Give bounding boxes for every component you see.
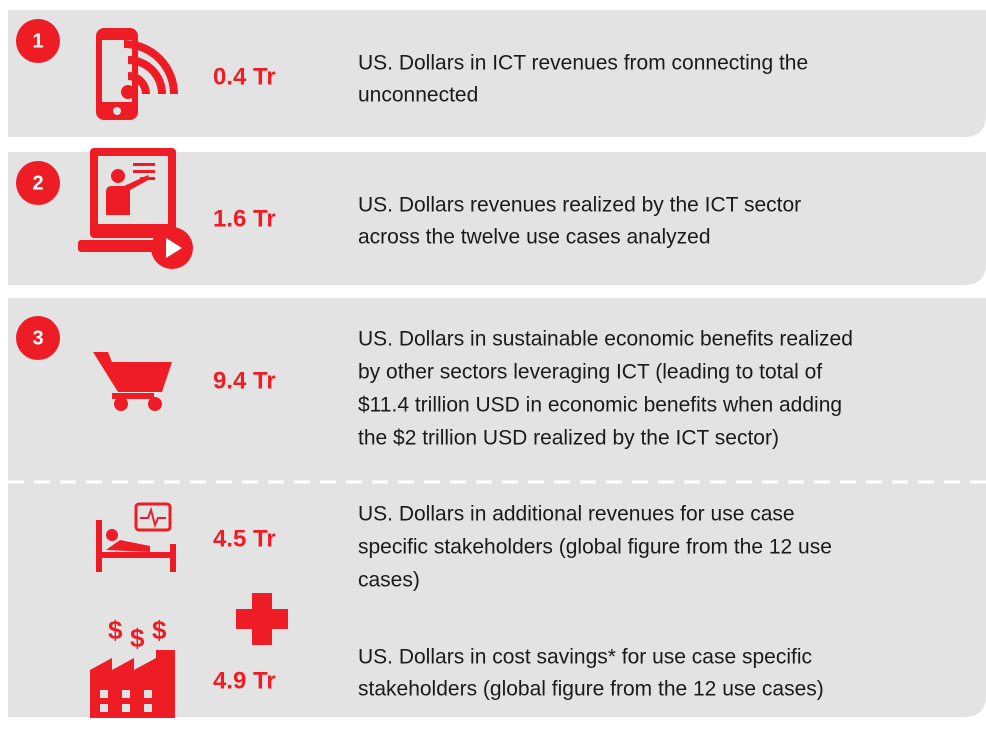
hospital-icon [96, 502, 176, 572]
description: $11.4 trillion USD in economic benefits … [358, 394, 842, 417]
description: unconnected [358, 84, 478, 107]
svg-text:$: $ [130, 623, 145, 653]
badge-number: 3 [32, 327, 43, 349]
value: 4.9 Tr [213, 667, 276, 694]
svg-text:$: $ [108, 615, 123, 645]
description: by other sectors leveraging ICT (leading… [358, 361, 822, 384]
description: US. Dollars in cost savings* for use cas… [358, 646, 812, 669]
cart-icon [93, 352, 172, 411]
description: US. Dollars in ICT revenues from connect… [358, 52, 808, 75]
description: the $2 trillion USD realized by the ICT … [358, 427, 779, 450]
badge [16, 19, 60, 63]
panel [8, 10, 986, 137]
badge [16, 161, 60, 205]
description: US. Dollars revenues realized by the ICT… [358, 194, 801, 217]
badge-number: 2 [32, 172, 43, 194]
factory-icon: $ $ $ [90, 615, 175, 718]
value: 4.5 Tr [213, 525, 276, 552]
laptop-icon [78, 148, 193, 269]
svg-text:$: $ [152, 615, 167, 645]
phone-icon [96, 28, 178, 120]
plus-icon [236, 593, 288, 645]
value: 1.6 Tr [213, 205, 276, 232]
badge-number: 1 [32, 30, 43, 52]
description: cases) [358, 569, 420, 592]
description: US. Dollars in additional revenues for u… [358, 503, 795, 526]
description: specific stakeholders (global figure fro… [358, 536, 832, 559]
description: across the twelve use cases analyzed [358, 226, 711, 249]
description: stakeholders (global figure from the 12 … [358, 678, 824, 701]
description: US. Dollars in sustainable economic bene… [358, 328, 853, 351]
badge [16, 316, 60, 360]
value: 9.4 Tr [213, 367, 276, 394]
panel [8, 152, 986, 285]
value: 0.4 Tr [213, 63, 276, 90]
